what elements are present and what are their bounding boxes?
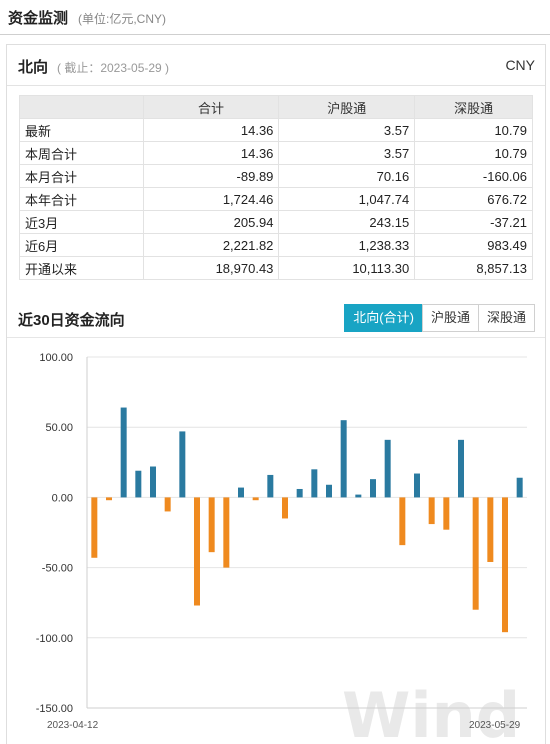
bar-inflow <box>516 477 523 498</box>
bar-outflow <box>106 497 112 501</box>
bar-outflow <box>399 497 406 546</box>
bar-outflow <box>208 497 215 553</box>
table-cell: 18,970.43 <box>142 256 280 280</box>
bar-inflow <box>370 479 376 498</box>
y-tick-label: -100.00 <box>36 633 73 645</box>
bar-inflow <box>179 431 186 498</box>
table-cell: 1,724.46 <box>142 187 280 211</box>
y-tick-label: -150.00 <box>36 703 73 715</box>
bar-inflow <box>135 470 142 498</box>
bar-inflow <box>120 407 127 498</box>
bar-inflow <box>355 494 362 498</box>
chart-title: 近30日资金流向 <box>18 312 125 329</box>
panel-header: 北向 ( 截止：2023-05-29 ) CNY <box>7 45 545 86</box>
chart-bars <box>91 407 523 633</box>
row-label: 本年合计 <box>19 187 144 211</box>
fund-flow-chart: Wind 100.00 50.00 0.00 -50.00 -100.00 -150.00… <box>36 352 527 744</box>
table-cell: 2,221.82 <box>142 233 280 257</box>
currency-label: CNY <box>505 57 535 73</box>
row-label: 开通以来 <box>19 256 144 280</box>
table-cell: 205.94 <box>142 210 280 234</box>
bar-outflow <box>443 497 450 530</box>
row-label: 最新 <box>19 118 144 142</box>
table-cell: -160.06 <box>414 164 533 188</box>
table-row: 本月合计 -89.89 70.16 -160.06 <box>19 164 533 188</box>
top-header: 资金监测 (单位:亿元,CNY) <box>0 0 550 35</box>
table-cell: -37.21 <box>414 210 533 234</box>
bar-inflow <box>414 473 420 498</box>
bar-inflow <box>384 439 391 498</box>
bar-outflow <box>487 497 494 562</box>
tab-shenzhen-connect[interactable]: 深股通 <box>477 304 535 332</box>
table-row: 近3月 205.94 243.15 -37.21 <box>19 210 533 234</box>
y-tick-label: -50.00 <box>42 563 73 575</box>
bar-outflow <box>223 497 230 568</box>
y-tick-label: 0.00 <box>52 492 73 504</box>
bar-inflow <box>238 487 244 498</box>
page-title: 资金监测 <box>8 10 69 27</box>
bar-outflow <box>502 497 508 633</box>
tab-northbound-total[interactable]: 北向(合计) <box>344 304 423 332</box>
bar-outflow <box>164 497 171 512</box>
bar-outflow <box>194 497 200 606</box>
unit-label: (单位:亿元,CNY) <box>78 12 166 26</box>
bar-inflow <box>296 488 303 498</box>
table-cell: -89.89 <box>142 164 280 188</box>
table-cell: 8,857.13 <box>414 256 533 280</box>
y-tick-label: 50.00 <box>45 422 73 434</box>
x-start-label: 2023-04-12 <box>47 720 99 731</box>
table-cell: 676.72 <box>414 187 533 211</box>
divider <box>7 337 545 338</box>
bar-outflow <box>252 497 259 501</box>
chart-axes: 100.00 50.00 0.00 -50.00 -100.00 -150.00 <box>36 352 527 715</box>
table-cell: 10,113.30 <box>278 256 416 280</box>
bar-inflow <box>458 439 464 498</box>
table-header-cell: 深股通 <box>414 95 533 119</box>
bar-inflow <box>326 484 332 498</box>
as-of-date: ( 截止：2023-05-29 ) <box>57 61 170 75</box>
x-end-label: 2023-05-29 <box>469 720 521 731</box>
flow-summary-table: 合计 沪股通 深股通 最新 14.36 3.57 10.79 本周合计 14.3… <box>19 95 533 280</box>
table-row: 本周合计 14.36 3.57 10.79 <box>19 141 533 165</box>
bar-inflow <box>267 474 274 498</box>
table-row: 开通以来 18,970.43 10,113.30 8,857.13 <box>19 256 533 280</box>
chart-tab-group: 北向(合计) 沪股通 深股通 <box>344 304 535 332</box>
row-label: 近3月 <box>19 210 144 234</box>
panel-title: 北向 <box>18 59 49 76</box>
table-cell: 14.36 <box>142 141 280 165</box>
bar-outflow <box>472 497 479 610</box>
row-label: 本周合计 <box>19 141 144 165</box>
bar-outflow <box>428 497 435 525</box>
row-label: 近6月 <box>19 233 144 257</box>
chart-gridlines <box>87 356 527 709</box>
bar-inflow <box>311 469 318 498</box>
northbound-panel: 北向 ( 截止：2023-05-29 ) CNY 合计 沪股通 深股通 最新 1… <box>6 44 546 744</box>
bar-inflow <box>150 466 156 498</box>
table-cell: 1,238.33 <box>278 233 416 257</box>
y-tick-label: 100.00 <box>39 352 73 364</box>
bar-outflow <box>91 497 98 558</box>
watermark-logo: Wind <box>342 679 520 744</box>
bar-outflow <box>282 497 288 519</box>
bar-inflow <box>340 420 347 498</box>
table-row: 近6月 2,221.82 1,238.33 983.49 <box>19 233 533 257</box>
table-cell: 10.79 <box>414 118 533 142</box>
table-header-cell <box>19 95 144 119</box>
table-row: 最新 14.36 3.57 10.79 <box>19 118 533 142</box>
